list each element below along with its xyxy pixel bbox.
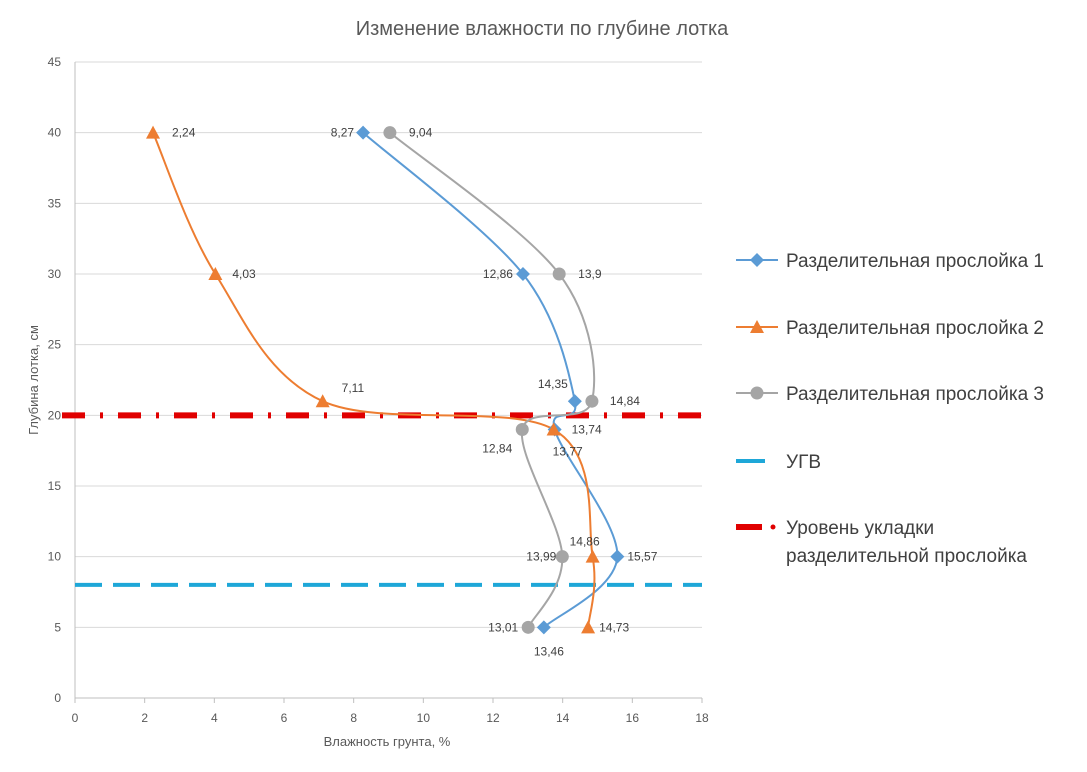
series-2-data-label: 4,03 bbox=[232, 267, 256, 281]
series-1-data-label: 14,35 bbox=[538, 377, 568, 391]
series-group bbox=[146, 125, 625, 635]
y-tick-label: 40 bbox=[48, 126, 62, 140]
legend-swatch-marker bbox=[750, 320, 764, 333]
series-2-point bbox=[315, 394, 330, 408]
series-2-data-label: 7,11 bbox=[342, 381, 365, 395]
series-3-data-label: 13,99 bbox=[526, 550, 556, 564]
series-2-data-label: 2,24 bbox=[172, 126, 196, 140]
series-3-data-label: 12,84 bbox=[482, 441, 512, 455]
series-2-data-label: 14,73 bbox=[599, 620, 629, 634]
y-tick-label: 15 bbox=[48, 479, 62, 493]
series-2-point bbox=[585, 549, 600, 563]
reference-lines bbox=[62, 412, 702, 587]
legend-label: Уровень укладки разделительной прослойка bbox=[786, 518, 1027, 567]
y-axis-title: Глубина лотка, см bbox=[26, 325, 41, 435]
x-tick-label: 6 bbox=[281, 711, 288, 725]
legend-label: Разделительная прослойка 1 bbox=[786, 251, 1044, 272]
data-labels: 8,27 12,86 14,35 13,77 15,57 13,46 2,24 4,03 7,1… bbox=[172, 126, 658, 659]
legend-swatch-marker bbox=[750, 253, 764, 267]
series-1-data-label: 15,57 bbox=[627, 550, 657, 564]
chart-title: Изменение влажности по глубине лотка bbox=[356, 18, 729, 40]
legend-label-line-2: разделительной прослойка bbox=[786, 546, 1027, 567]
x-tick-label: 18 bbox=[695, 711, 709, 725]
series-1-point bbox=[515, 267, 530, 281]
y-tick-label: 35 bbox=[48, 196, 62, 210]
x-tick-label: 10 bbox=[417, 711, 431, 725]
series-1-point bbox=[610, 549, 625, 564]
series-1-data-label: 13,77 bbox=[553, 444, 583, 458]
series-2-data-label: 14,86 bbox=[570, 535, 600, 549]
x-tick-label: 14 bbox=[556, 711, 570, 725]
x-axis-title: Влажность грунта, % bbox=[324, 734, 451, 749]
y-tick-label: 30 bbox=[48, 267, 62, 281]
legend-label-line-1: Уровень укладки bbox=[786, 518, 934, 539]
series-2-data-label: 13,74 bbox=[572, 422, 602, 436]
x-tick-label: 4 bbox=[211, 711, 218, 725]
y-tick-label: 25 bbox=[48, 338, 62, 352]
axes: 0 5 10 15 20 25 30 35 40 45 0 2 4 6 8 10 12 14 16 18 bbox=[48, 55, 709, 725]
series-3-data-label: 13,9 bbox=[578, 267, 602, 281]
series-1-point bbox=[567, 394, 582, 409]
legend-label: УГВ bbox=[786, 452, 821, 473]
series-3-point bbox=[585, 394, 599, 408]
legend-swatch-marker bbox=[750, 386, 764, 400]
series-3-point bbox=[515, 422, 529, 436]
x-tick-label: 16 bbox=[626, 711, 640, 725]
y-tick-label: 45 bbox=[48, 55, 62, 69]
series-2-point bbox=[581, 620, 596, 634]
series-1-point bbox=[356, 125, 371, 140]
series-1-data-label: 8,27 bbox=[331, 126, 355, 140]
legend: Разделительная прослойка 1 Разделительная… bbox=[736, 251, 1044, 567]
legend-label: Разделительная прослойка 3 bbox=[786, 384, 1044, 405]
legend-swatch-dot bbox=[770, 524, 776, 530]
legend-label: Разделительная прослойка 2 bbox=[786, 318, 1044, 339]
series-1-data-label: 13,46 bbox=[534, 644, 564, 658]
x-tick-label: 12 bbox=[486, 711, 500, 725]
series-3-point bbox=[521, 620, 535, 634]
series-3-data-label: 13,01 bbox=[488, 620, 518, 634]
y-tick-label: 20 bbox=[48, 408, 62, 422]
series-1-line bbox=[362, 131, 619, 629]
series-3-point bbox=[552, 267, 566, 281]
gridlines bbox=[75, 61, 702, 628]
series-3-data-label: 9,04 bbox=[409, 126, 433, 140]
y-tick-label: 5 bbox=[54, 620, 61, 634]
x-tick-label: 8 bbox=[350, 711, 357, 725]
series-2-point bbox=[546, 422, 561, 436]
y-tick-label: 10 bbox=[48, 550, 62, 564]
series-3-data-label: 14,84 bbox=[610, 394, 640, 408]
series-1-data-label: 12,86 bbox=[483, 267, 513, 281]
series-3-point bbox=[555, 550, 569, 564]
series-1-point bbox=[536, 620, 551, 635]
x-tick-label: 0 bbox=[72, 711, 79, 725]
y-tick-label: 0 bbox=[54, 691, 61, 705]
series-2-point bbox=[208, 267, 223, 280]
series-2-point bbox=[146, 125, 161, 139]
series-3-point bbox=[383, 126, 397, 140]
x-tick-label: 2 bbox=[141, 711, 148, 725]
